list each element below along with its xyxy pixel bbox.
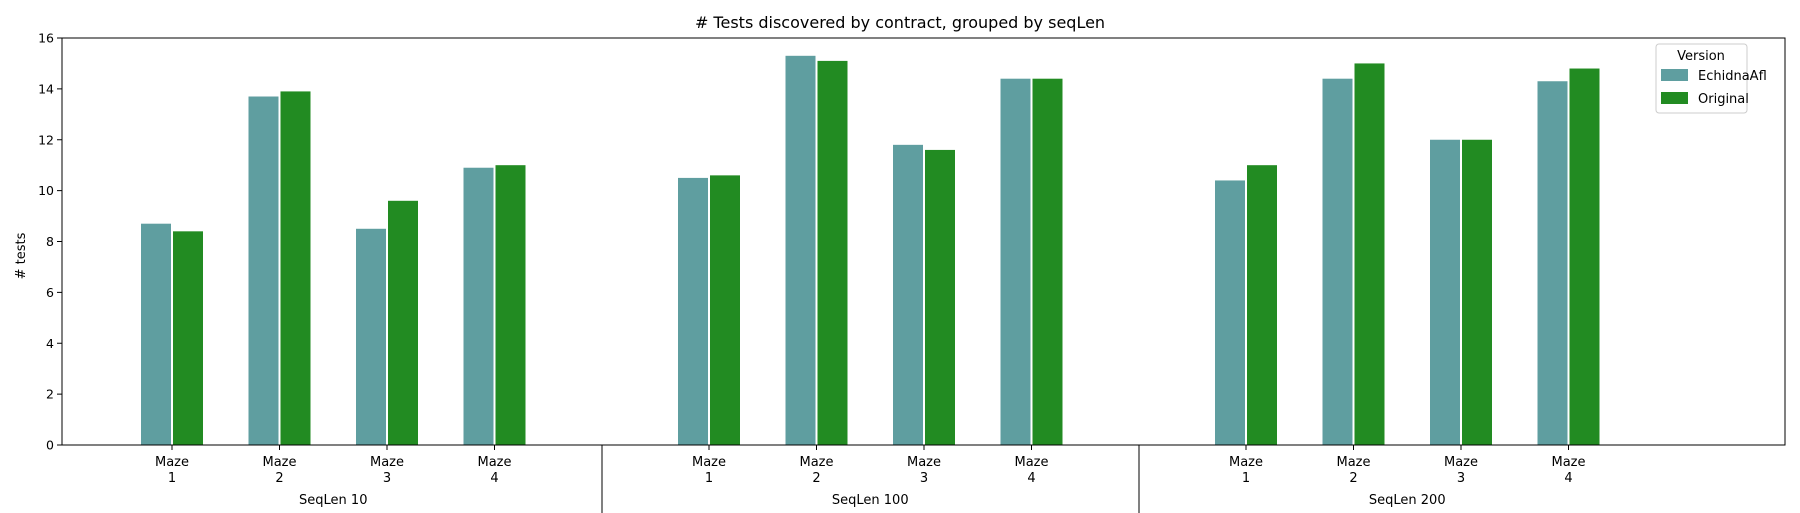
x-tick-label: 4 (1564, 471, 1572, 486)
legend-title: Version (1677, 49, 1725, 64)
x-tick-label: 1 (705, 471, 713, 486)
bar-echidnaafl (785, 55, 816, 446)
legend: Version EchidnaAfl Original (1655, 43, 1767, 114)
y-tick-label: 2 (46, 387, 54, 402)
bar-original (1462, 139, 1492, 445)
bar-echidnaafl (678, 177, 708, 445)
bar-original (1354, 63, 1385, 445)
y-tick-label: 10 (38, 183, 54, 198)
bar-original (817, 60, 848, 446)
bar-echidnaafl (141, 223, 171, 445)
y-tick-label: 0 (46, 438, 54, 453)
bar-original (1032, 78, 1063, 445)
bar-echidnaafl (1322, 78, 1353, 445)
bar-echidnaafl (893, 144, 923, 445)
legend-label-echidnaafl: EchidnaAfl (1698, 69, 1767, 84)
bar-original (925, 149, 955, 446)
y-tick-label: 16 (38, 31, 54, 46)
x-tick-label: Maze (1551, 455, 1585, 470)
x-tick-label: Maze (799, 455, 833, 470)
x-tick-label: 1 (1242, 471, 1250, 486)
x-tick-label: Maze (907, 455, 941, 470)
x-tick-label: Maze (370, 455, 404, 470)
x-tick-label: 2 (812, 471, 820, 486)
bar-echidnaafl (1000, 78, 1031, 445)
legend-swatch-original (1661, 92, 1688, 104)
bar-original (173, 231, 203, 445)
chart-title: # Tests discovered by contract, grouped … (695, 13, 1105, 32)
bar-echidnaafl (356, 228, 386, 445)
bar-original (1247, 165, 1277, 445)
x-tick-label: 1 (168, 471, 176, 486)
bar-original (1569, 68, 1600, 446)
y-axis-label: # tests (14, 232, 29, 279)
y-tick-label: 8 (46, 234, 54, 249)
bar-original (495, 165, 526, 445)
y-tick-label: 12 (38, 132, 54, 147)
legend-swatch-echidnaafl (1661, 69, 1688, 81)
x-tick-label: Maze (1444, 455, 1478, 470)
bar-original (710, 175, 740, 446)
x-tick-label: Maze (692, 455, 726, 470)
group-label: SeqLen 10 (299, 493, 367, 508)
x-tick-label: Maze (1336, 455, 1370, 470)
bar-echidnaafl (463, 167, 494, 445)
y-tick-label: 6 (46, 285, 54, 300)
bar-original (280, 91, 311, 445)
x-tick-label: Maze (1229, 455, 1263, 470)
x-tick-label: 4 (490, 471, 498, 486)
x-tick-label: 3 (1457, 471, 1465, 486)
x-tick-label: 2 (275, 471, 283, 486)
x-tick-label: Maze (477, 455, 511, 470)
legend-label-original: Original (1698, 92, 1749, 107)
bar-original (388, 200, 418, 445)
x-tick-label: Maze (262, 455, 296, 470)
x-tick-label: 3 (920, 471, 928, 486)
axes-frame (61, 37, 1786, 446)
x-tick-label: 2 (1349, 471, 1357, 486)
group-label: SeqLen 100 (832, 493, 909, 508)
y-tick-label: 4 (46, 336, 54, 351)
bar-echidnaafl (1430, 139, 1460, 445)
x-tick-label: Maze (1014, 455, 1048, 470)
x-tick-label: 3 (383, 471, 391, 486)
x-tick-label: Maze (155, 455, 189, 470)
bar-echidnaafl (1215, 180, 1245, 445)
y-tick-label: 14 (38, 81, 54, 96)
plot-area: 0246810121416Maze1Maze2Maze3Maze4SeqLen … (38, 31, 1786, 513)
x-tick-label: 4 (1027, 471, 1035, 486)
bar-echidnaafl (1537, 81, 1568, 446)
bar-echidnaafl (248, 96, 279, 445)
group-label: SeqLen 200 (1369, 493, 1446, 508)
